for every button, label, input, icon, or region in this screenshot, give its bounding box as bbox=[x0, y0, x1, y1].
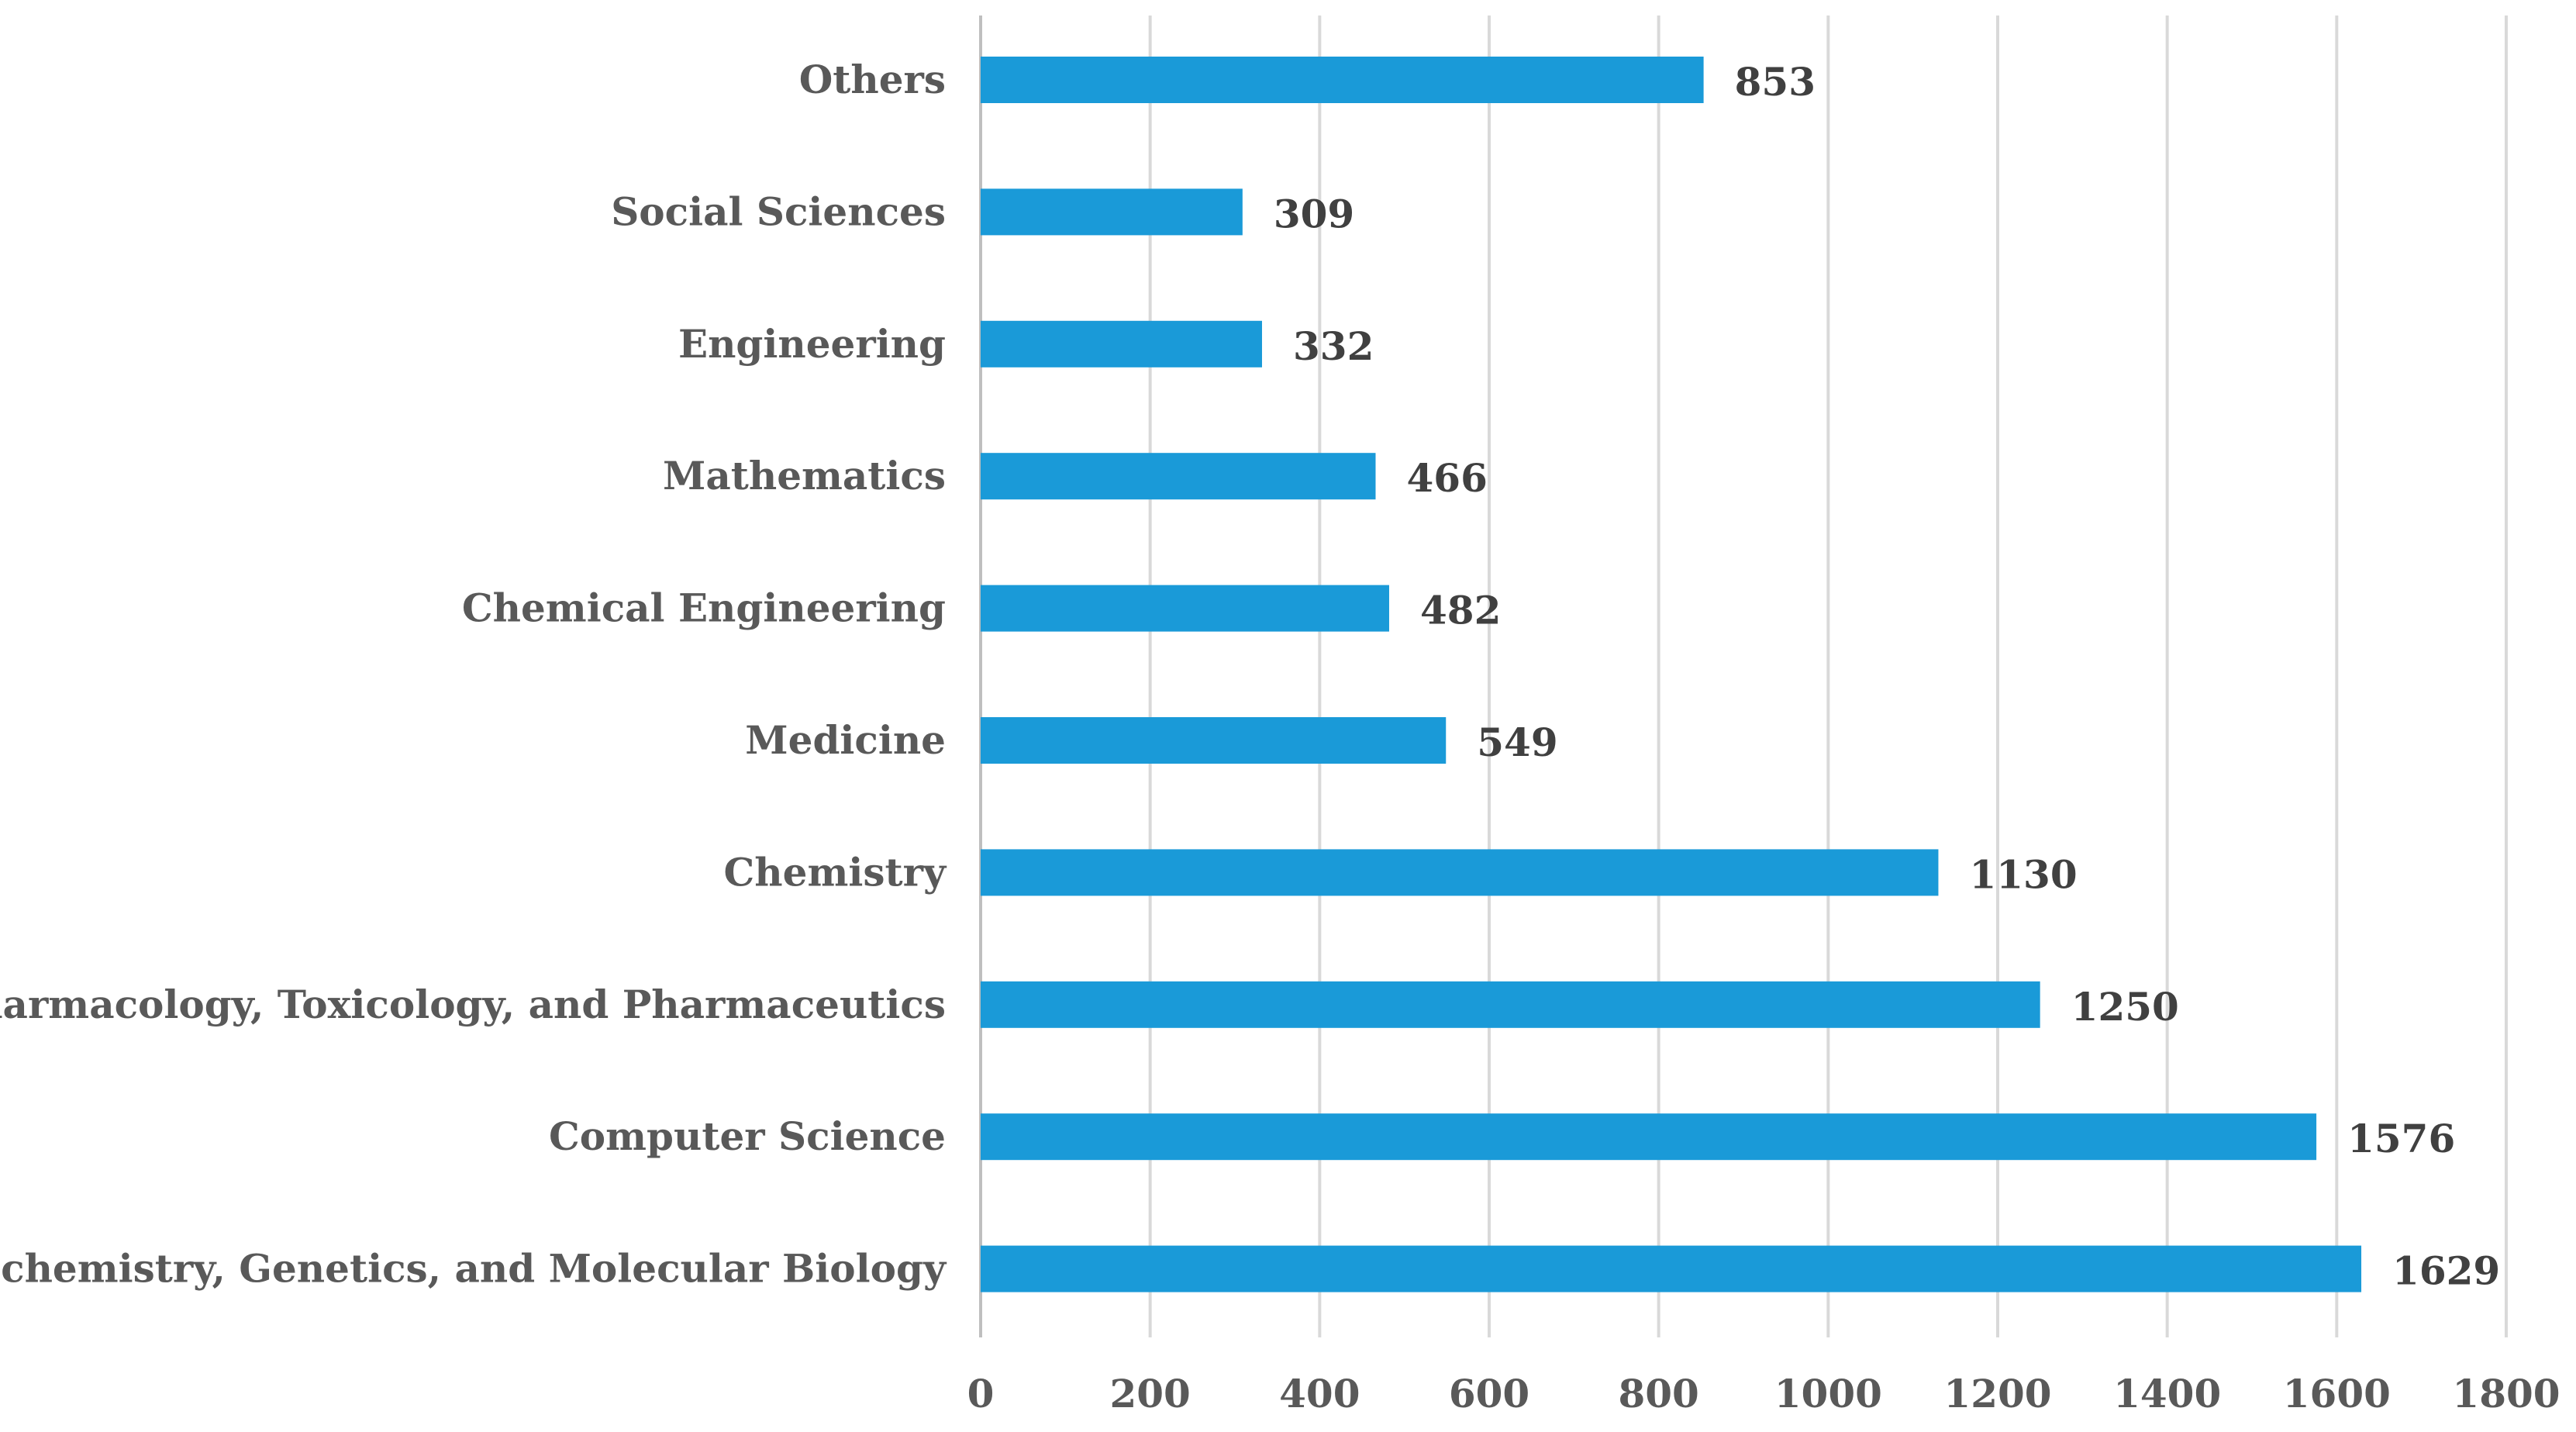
bars bbox=[981, 57, 2362, 1292]
data-label-engineering: 332 bbox=[1293, 323, 1374, 369]
category-label-medicine: Medicine bbox=[745, 717, 946, 763]
category-label-others: Others bbox=[799, 57, 946, 102]
x-tick-label-800: 800 bbox=[1618, 1371, 1698, 1416]
data-label-computer-science: 1576 bbox=[2347, 1116, 2455, 1161]
bar-pharmacology-toxicology-and-pharmaceutics bbox=[981, 981, 2040, 1028]
data-label-chemical-engineering: 482 bbox=[1420, 588, 1501, 633]
bar-biochemistry-genetics-and-molecular-biology bbox=[981, 1245, 2362, 1292]
data-label-pharmacology-toxicology-and-pharmaceutics: 1250 bbox=[2071, 984, 2179, 1030]
data-label-chemistry: 1130 bbox=[1969, 851, 2077, 897]
data-label-medicine: 549 bbox=[1477, 719, 1557, 765]
x-axis-tick-labels: 0 200 400 600 800 1000 1200 1400 1600 1800 bbox=[967, 1371, 2560, 1416]
x-tick-label-400: 400 bbox=[1279, 1371, 1360, 1416]
data-label-mathematics: 466 bbox=[1406, 455, 1487, 501]
bar-computer-science bbox=[981, 1113, 2317, 1161]
data-label-social-sciences: 309 bbox=[1274, 191, 1354, 236]
x-tick-label-600: 600 bbox=[1449, 1371, 1529, 1416]
bar-chemistry bbox=[981, 849, 1939, 896]
gridlines bbox=[979, 16, 2508, 1337]
x-tick-label-1800: 1800 bbox=[2452, 1371, 2560, 1416]
data-label-others: 853 bbox=[1735, 59, 1816, 105]
category-labels: Others Social Sciences Engineering Mathemat… bbox=[0, 57, 947, 1292]
category-label-chemical-engineering: Chemical Engineering bbox=[462, 585, 946, 631]
bar-chemical-engineering bbox=[981, 585, 1389, 632]
category-label-pharmacology-toxicology-and-pharmaceutics: Pharmacology, Toxicology, and Pharmaceut… bbox=[0, 982, 946, 1027]
x-tick-label-1600: 1600 bbox=[2283, 1371, 2391, 1416]
data-label-biochemistry-genetics-and-molecular-biology: 1629 bbox=[2392, 1248, 2500, 1294]
category-label-chemistry: Chemistry bbox=[724, 849, 947, 895]
category-label-computer-science: Computer Science bbox=[549, 1113, 946, 1159]
category-label-engineering: Engineering bbox=[678, 321, 946, 367]
bar-engineering bbox=[981, 320, 1262, 367]
bar-mathematics bbox=[981, 453, 1376, 500]
x-tick-label-1400: 1400 bbox=[2113, 1371, 2221, 1416]
x-tick-label-1200: 1200 bbox=[1943, 1371, 2051, 1416]
bar-social-sciences bbox=[981, 188, 1243, 236]
x-tick-label-0: 0 bbox=[967, 1371, 995, 1416]
category-label-biochemistry-genetics-and-molecular-biology: Biochemistry, Genetics, and Molecular Bi… bbox=[0, 1246, 947, 1292]
bar-medicine bbox=[981, 717, 1447, 764]
category-label-social-sciences: Social Sciences bbox=[611, 188, 946, 234]
x-tick-label-1000: 1000 bbox=[1774, 1371, 1882, 1416]
bar-others bbox=[981, 57, 1704, 103]
x-tick-label-200: 200 bbox=[1109, 1371, 1190, 1416]
category-label-mathematics: Mathematics bbox=[663, 453, 946, 499]
data-labels: 853 309 332 466 482 549 1130 1250 1576 1629 bbox=[1274, 59, 2500, 1294]
